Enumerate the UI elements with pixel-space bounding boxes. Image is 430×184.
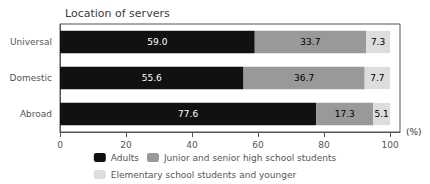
svg-text:0: 0 [57, 140, 63, 150]
svg-text:40: 40 [186, 140, 198, 150]
svg-text:7.3: 7.3 [371, 37, 385, 47]
svg-text:33.7: 33.7 [300, 37, 320, 47]
svg-text:17.3: 17.3 [335, 109, 355, 119]
svg-text:Abroad: Abroad [20, 109, 52, 119]
svg-text:Domestic: Domestic [10, 73, 52, 83]
svg-text:80: 80 [318, 140, 330, 150]
svg-text:100: 100 [382, 140, 399, 150]
svg-text:5.1: 5.1 [375, 109, 389, 119]
svg-text:20: 20 [120, 140, 132, 150]
svg-text:77.6: 77.6 [178, 109, 198, 119]
svg-text:Adults: Adults [111, 153, 139, 163]
svg-text:55.6: 55.6 [142, 73, 162, 83]
svg-text:Location of servers: Location of servers [65, 7, 170, 20]
svg-text:60: 60 [252, 140, 264, 150]
svg-text:Universal: Universal [10, 37, 52, 47]
svg-text:59.0: 59.0 [147, 37, 167, 47]
svg-text:36.7: 36.7 [294, 73, 314, 83]
svg-text:Junior and senior high school: Junior and senior high school students [163, 153, 337, 163]
svg-text:(%): (%) [406, 127, 422, 137]
svg-text:Elementary school students and: Elementary school students and younger [111, 170, 297, 180]
svg-text:7.7: 7.7 [370, 73, 384, 83]
